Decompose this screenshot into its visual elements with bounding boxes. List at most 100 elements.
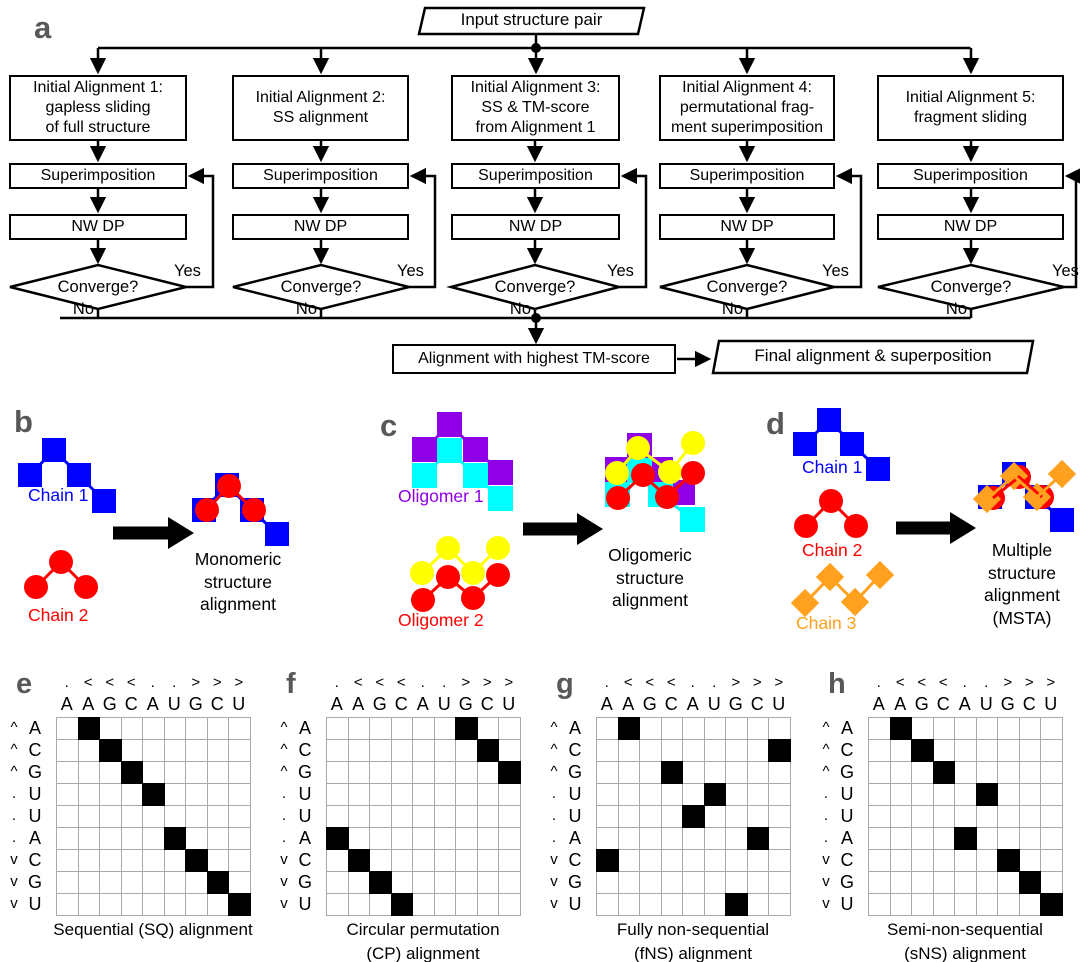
- matrix-e-row-annotation-5: .: [11, 829, 17, 846]
- matrix-g-filled-cell-r8c6: [725, 893, 748, 916]
- junction-dot-bottom: [531, 313, 541, 323]
- matrix-e-col-annotation-8: >: [234, 674, 244, 691]
- matrix-f-vline-1: [347, 717, 349, 915]
- panel-c-caption: Oligomeric structure alignment: [608, 545, 692, 610]
- panel-b-chain-1-links: [34, 559, 88, 589]
- matrix-g-row-annotation-8: v: [550, 895, 558, 912]
- matrix-f-vline-3: [390, 717, 392, 915]
- matrix-e-vline-2: [99, 717, 100, 915]
- panel-c-square-1-1: [437, 438, 462, 463]
- matrix-f-col-letter-3: C: [394, 694, 408, 714]
- matrix-e-vline-5: [163, 717, 165, 915]
- panel-c-circle-7-3: [681, 461, 705, 485]
- panel-b-square-0-0: [18, 463, 42, 487]
- matrix-e-col-letter-3: C: [124, 694, 138, 714]
- matrix-g-row-letter-3: U: [568, 784, 582, 804]
- branch-1-title-box: Initial Alignment 1: gapless sliding of …: [9, 75, 187, 141]
- panel-b-square-0-1: [42, 438, 66, 462]
- matrix-f-col-annotation-7: >: [482, 674, 492, 691]
- matrix-e-caption: Sequential (SQ) alignment: [53, 920, 253, 939]
- matrix-e-hline-2: [56, 761, 251, 762]
- matrix-h-row-annotation-2: ^: [822, 763, 830, 780]
- matrix-h-col-letter-1: A: [894, 694, 907, 714]
- matrix-g-row-letter-6: C: [568, 850, 582, 870]
- matrix-f-caption: Circular permutation (CP) alignment: [346, 920, 500, 962]
- matrix-f-col-letter-6: G: [458, 694, 473, 714]
- matrix-h-vline-9: [1061, 717, 1063, 915]
- branch-3-superimposition-box: Superimposition: [451, 163, 620, 189]
- matrix-f-col-letter-5: U: [437, 694, 451, 714]
- matrix-h-row-letter-7: G: [839, 872, 854, 892]
- matrix-g-col-letter-2: G: [642, 694, 657, 714]
- matrix-f-col-letter-2: G: [372, 694, 387, 714]
- matrix-f-row-annotation-8: v: [280, 895, 288, 912]
- panel-d-diamond-2-1: [815, 562, 845, 592]
- panel-b-arrow: [113, 517, 194, 549]
- panel-c-circle-3-1: [436, 565, 460, 589]
- matrix-e-hline-1: [56, 739, 251, 740]
- panel-b-circle-1-2: [74, 575, 98, 599]
- panel-c-circle-7-2: [655, 485, 679, 509]
- matrix-f-row-letter-0: A: [298, 718, 311, 738]
- matrix-e-row-letter-6: C: [28, 850, 42, 870]
- panel-d-diamond-5-3: [1047, 459, 1077, 489]
- panel-c-square-1-3: [488, 486, 513, 511]
- matrix-f-row-letter-6: C: [298, 850, 312, 870]
- panel-c-square-0-2: [463, 437, 488, 462]
- matrix-h-hline-1: [868, 739, 1063, 740]
- matrix-h-vline-5: [975, 717, 977, 915]
- matrix-h-vline-0: [868, 717, 869, 915]
- matrix-h-col-annotation-5: .: [984, 674, 989, 691]
- matrix-h-caption: Semi-non-sequential (sNS) alignment: [887, 920, 1043, 962]
- panel-b-circle-3-1: [217, 474, 241, 498]
- panel-d-circle-1-0: [794, 514, 818, 538]
- final-alignment-label: Final alignment & superposition: [754, 346, 992, 365]
- matrix-f-hline-6: [326, 849, 521, 850]
- matrix-e-row-letter-8: U: [28, 894, 42, 914]
- matrix-f-hline-4: [326, 805, 521, 806]
- panel-f-letter: f: [286, 668, 296, 700]
- matrix-g-col-annotation-7: >: [752, 674, 762, 691]
- panel-d-caption: Multiple structure alignment (MSTA): [984, 540, 1060, 628]
- matrix-f-hline-9: [326, 915, 521, 916]
- panel-c-chain-7-links: [616, 471, 695, 500]
- panel-d-square-0-1: [817, 408, 841, 432]
- matrix-h-row-annotation-7: v: [822, 873, 830, 890]
- matrix-h-col-letter-8: U: [1044, 694, 1058, 714]
- matrix-g-row-letter-5: A: [568, 828, 581, 848]
- panel-b-label-0: Chain 1: [28, 485, 89, 505]
- matrix-e-col-letter-5: U: [167, 694, 181, 714]
- matrix-f-filled-cell-r8c3: [390, 893, 413, 916]
- matrix-e-hline-5: [56, 827, 251, 828]
- matrix-g-row-letter-2: G: [567, 762, 582, 782]
- matrix-g-col-annotation-0: .: [604, 674, 609, 691]
- matrix-f-filled-cell-r2c8: [498, 761, 521, 784]
- matrix-f-col-annotation-4: .: [420, 674, 425, 691]
- panel-b-letter: b: [14, 404, 33, 439]
- matrix-e-vline-7: [206, 717, 208, 915]
- matrix-f-filled-cell-r0c6: [455, 717, 478, 740]
- matrix-e-vline-6: [185, 717, 186, 915]
- matrix-g-row-annotation-1: ^: [550, 741, 558, 758]
- matrix-g-col-annotation-8: >: [774, 674, 784, 691]
- matrix-h-col-letter-6: G: [1000, 694, 1015, 714]
- panel-d-label-1: Chain 2: [802, 540, 863, 560]
- matrix-e-row-annotation-3: .: [11, 785, 17, 802]
- panel-d-diamond-5-0: [972, 484, 1002, 514]
- matrix-e-row-letter-7: G: [27, 872, 42, 892]
- matrix-g-col-annotation-2: <: [645, 674, 655, 691]
- matrix-e-hline-0: [56, 717, 251, 718]
- panel-b-label-1: Chain 2: [28, 605, 89, 625]
- matrix-g-hline-6: [596, 849, 791, 850]
- matrix-e-filled-cell-r3c4: [142, 783, 165, 806]
- matrix-f-col-annotation-5: .: [442, 674, 447, 691]
- panel-c-circle-3-3: [486, 563, 510, 587]
- matrix-h-col-letter-2: G: [914, 694, 929, 714]
- matrix-f-row-annotation-5: .: [281, 829, 287, 846]
- panel-b-circle-3-0: [195, 498, 219, 522]
- matrix-h-row-annotation-6: v: [822, 851, 830, 868]
- matrix-g-filled-cell-r0c1: [617, 717, 640, 740]
- matrix-g-row-annotation-3: .: [551, 785, 557, 802]
- matrix-g-vline-0: [596, 717, 597, 915]
